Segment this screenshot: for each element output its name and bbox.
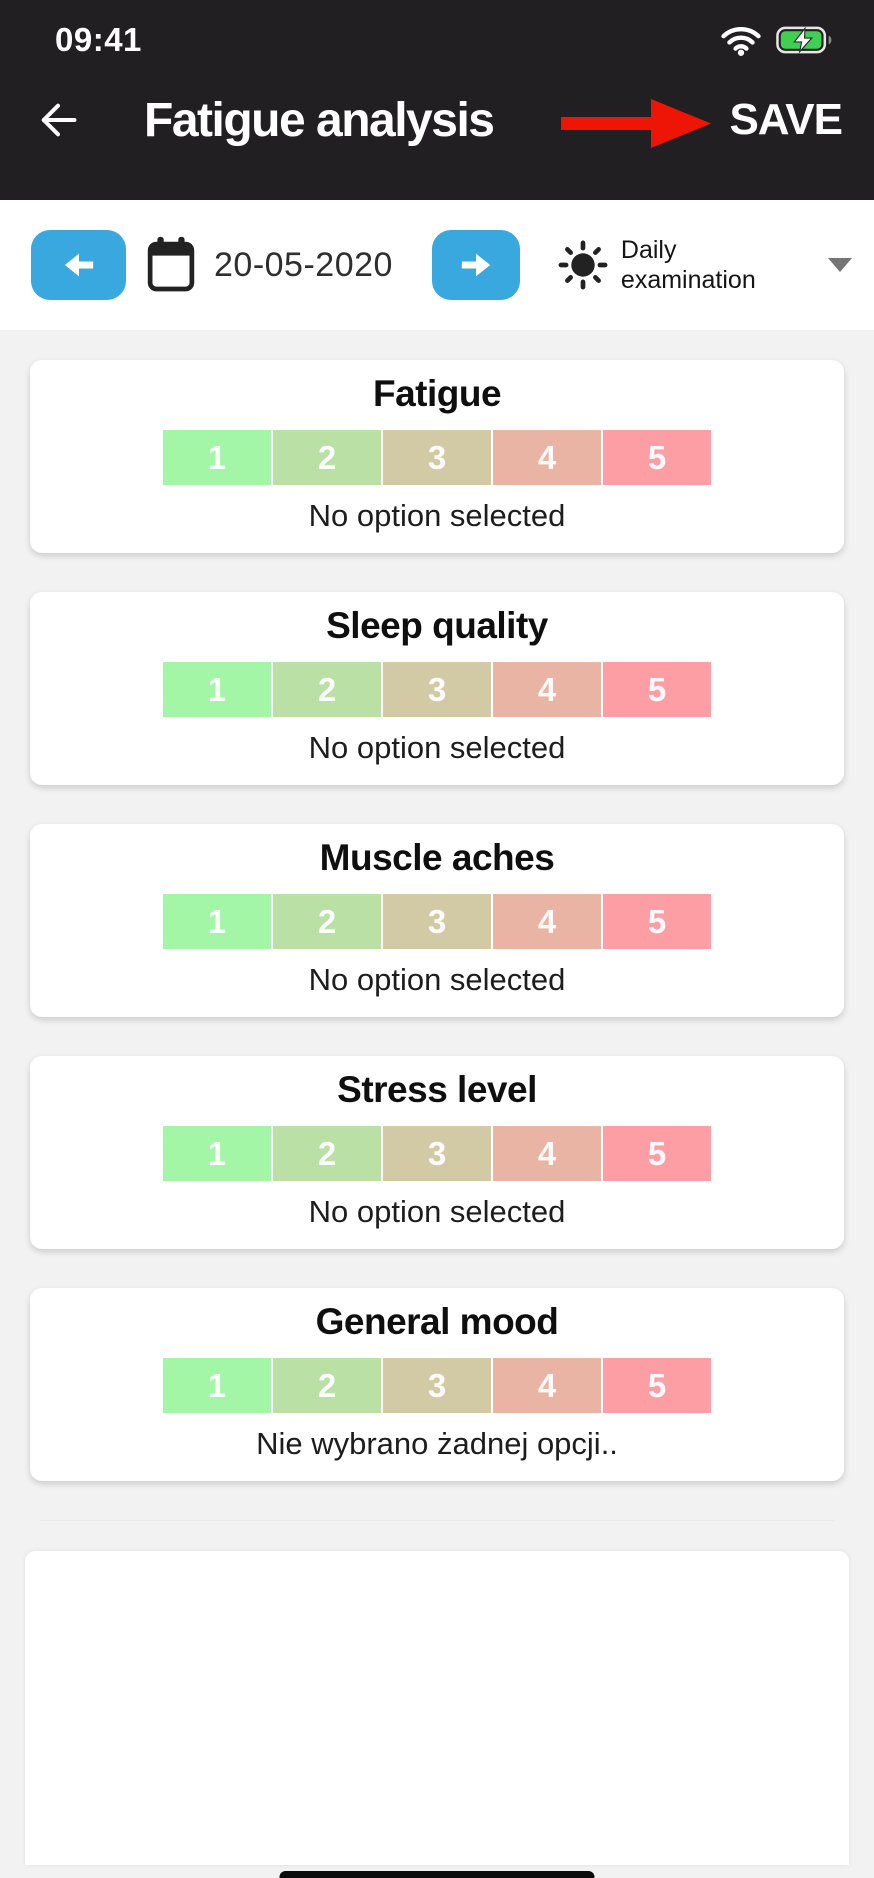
rating-option-5[interactable]: 5 — [603, 430, 711, 485]
rating-option-3[interactable]: 3 — [383, 894, 491, 949]
card-title: Sleep quality — [326, 605, 548, 646]
red-arrow-annotation — [559, 94, 719, 152]
previous-day-button[interactable] — [31, 230, 126, 300]
rating-option-2[interactable]: 2 — [273, 1358, 381, 1413]
rating-option-2[interactable]: 2 — [273, 430, 381, 485]
rating-scale: 1 2 3 4 5 — [30, 430, 844, 485]
card-title: Muscle aches — [319, 837, 555, 878]
back-arrow-icon — [36, 98, 80, 142]
rating-scale: 1 2 3 4 5 — [30, 894, 844, 949]
rating-card-fatigue: Fatigue 1 2 3 4 5 No option selected — [30, 360, 844, 553]
rating-option-5[interactable]: 5 — [603, 894, 711, 949]
selection-status: No option selected — [308, 498, 566, 533]
questions-list: Fatigue 1 2 3 4 5 No option selected Sle… — [0, 330, 874, 1865]
rating-option-4[interactable]: 4 — [493, 894, 601, 949]
rating-option-4[interactable]: 4 — [493, 1358, 601, 1413]
battery-charging-icon — [776, 25, 834, 55]
examination-mode-label: Daily examination — [620, 236, 756, 294]
rating-option-2[interactable]: 2 — [273, 662, 381, 717]
rating-option-1[interactable]: 1 — [163, 1126, 271, 1181]
rating-option-5[interactable]: 5 — [603, 1358, 711, 1413]
rating-option-3[interactable]: 3 — [383, 662, 491, 717]
status-bar: 09:41 — [0, 14, 856, 62]
status-icons — [720, 24, 834, 56]
rating-option-5[interactable]: 5 — [603, 1126, 711, 1181]
rating-option-3[interactable]: 3 — [383, 1358, 491, 1413]
rating-option-1[interactable]: 1 — [163, 430, 271, 485]
home-indicator[interactable] — [279, 1871, 595, 1878]
app-header: 09:41 — [0, 0, 874, 200]
card-title: Fatigue — [372, 373, 502, 414]
rating-option-2[interactable]: 2 — [273, 1126, 381, 1181]
rating-option-4[interactable]: 4 — [493, 1126, 601, 1181]
card-title: General mood — [315, 1301, 559, 1342]
status-time: 09:41 — [55, 21, 142, 58]
date-display[interactable]: 20-05-2020 — [214, 245, 393, 284]
rating-option-1[interactable]: 1 — [163, 662, 271, 717]
rating-card-muscle-aches: Muscle aches 1 2 3 4 5 No option selecte… — [30, 824, 844, 1017]
nav-bar: Fatigue analysis SAVE — [0, 88, 856, 152]
rating-option-1[interactable]: 1 — [163, 894, 271, 949]
rating-card-sleep-quality: Sleep quality 1 2 3 4 5 No option select… — [30, 592, 844, 785]
date-navigation-row: 20-05-2020 Dail — [0, 200, 874, 330]
rating-card-general-mood: General mood 1 2 3 4 5 Nie wybrano żadne… — [30, 1288, 844, 1481]
rating-option-3[interactable]: 3 — [383, 1126, 491, 1181]
rating-option-5[interactable]: 5 — [603, 662, 711, 717]
wifi-icon — [720, 24, 762, 56]
calendar-icon[interactable] — [147, 236, 195, 294]
selection-status: Nie wybrano żadnej opcji.. — [256, 1426, 618, 1461]
rating-option-4[interactable]: 4 — [493, 430, 601, 485]
rating-scale: 1 2 3 4 5 — [30, 1126, 844, 1181]
list-end-divider — [40, 1520, 834, 1521]
rating-option-4[interactable]: 4 — [493, 662, 601, 717]
page-title: Fatigue analysis — [144, 93, 495, 147]
chevron-down-icon — [828, 258, 852, 272]
next-day-button[interactable] — [431, 230, 520, 300]
selection-status: No option selected — [308, 730, 566, 765]
rating-option-2[interactable]: 2 — [273, 894, 381, 949]
bottom-sheet — [25, 1551, 849, 1865]
save-button[interactable]: SAVE — [729, 95, 843, 144]
examination-mode-dropdown[interactable]: Daily examination — [520, 235, 874, 295]
rating-option-1[interactable]: 1 — [163, 1358, 271, 1413]
rating-scale: 1 2 3 4 5 — [30, 662, 844, 717]
sun-icon — [557, 239, 609, 291]
arrow-right-icon — [456, 248, 496, 282]
rating-card-stress-level: Stress level 1 2 3 4 5 No option selecte… — [30, 1056, 844, 1249]
arrow-left-icon — [59, 248, 99, 282]
selection-status: No option selected — [308, 1194, 566, 1229]
selection-status: No option selected — [308, 962, 566, 997]
back-button[interactable] — [36, 92, 92, 148]
rating-scale: 1 2 3 4 5 — [30, 1358, 844, 1413]
card-title: Stress level — [337, 1069, 537, 1110]
rating-option-3[interactable]: 3 — [383, 430, 491, 485]
